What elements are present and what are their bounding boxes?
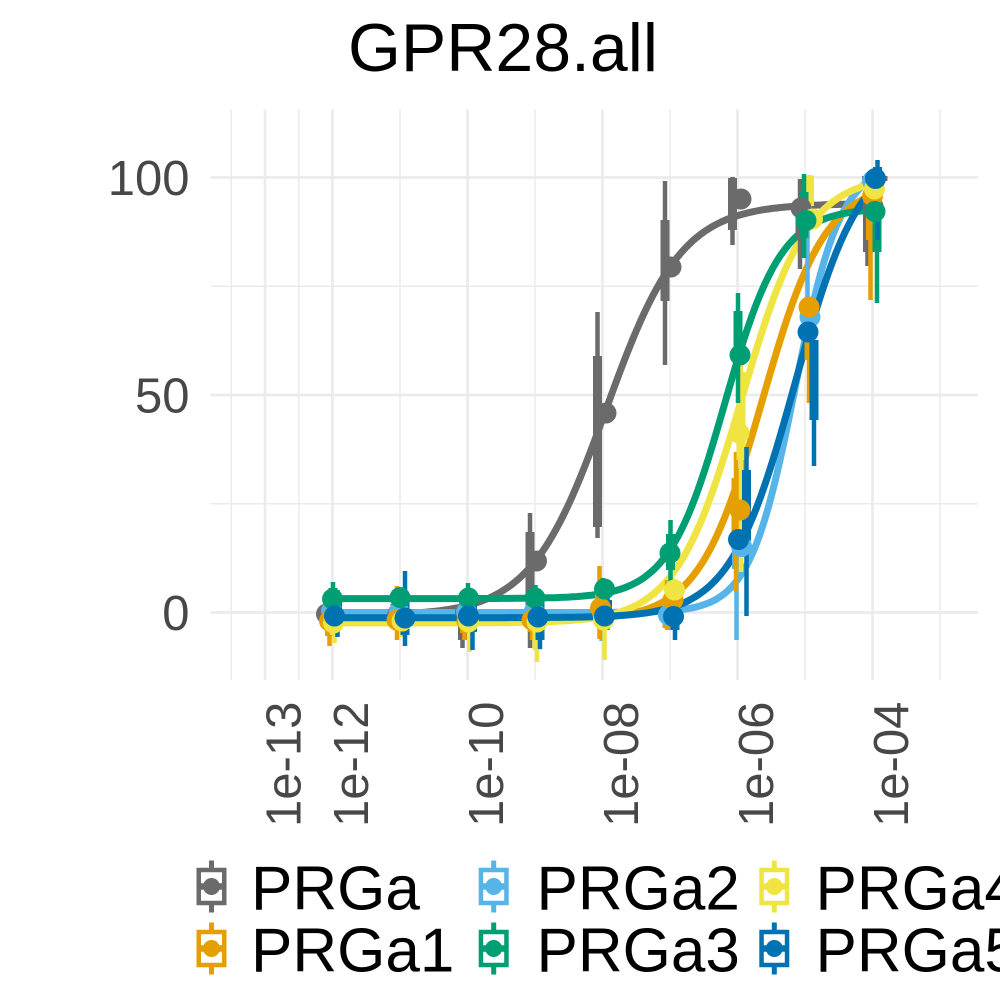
svg-text:PRGa1: PRGa1	[251, 917, 454, 986]
svg-text:1e-13: 1e-13	[258, 702, 312, 827]
svg-text:0: 0	[162, 587, 189, 641]
svg-text:GPR28.all: GPR28.all	[348, 10, 658, 86]
svg-text:PRGa2: PRGa2	[537, 855, 740, 924]
svg-text:PRGa4: PRGa4	[816, 855, 1000, 924]
svg-text:1e-08: 1e-08	[595, 702, 649, 827]
svg-text:1e-10: 1e-10	[460, 702, 514, 827]
svg-text:50: 50	[135, 370, 190, 424]
svg-text:1e-12: 1e-12	[325, 702, 379, 827]
svg-text:1e-06: 1e-06	[730, 702, 784, 827]
svg-text:100: 100	[108, 152, 190, 206]
svg-text:PRGa5: PRGa5	[816, 917, 1000, 986]
svg-text:PRGa: PRGa	[251, 855, 420, 924]
svg-text:PRGa3: PRGa3	[537, 917, 740, 986]
svg-text:1e-04: 1e-04	[865, 702, 919, 827]
